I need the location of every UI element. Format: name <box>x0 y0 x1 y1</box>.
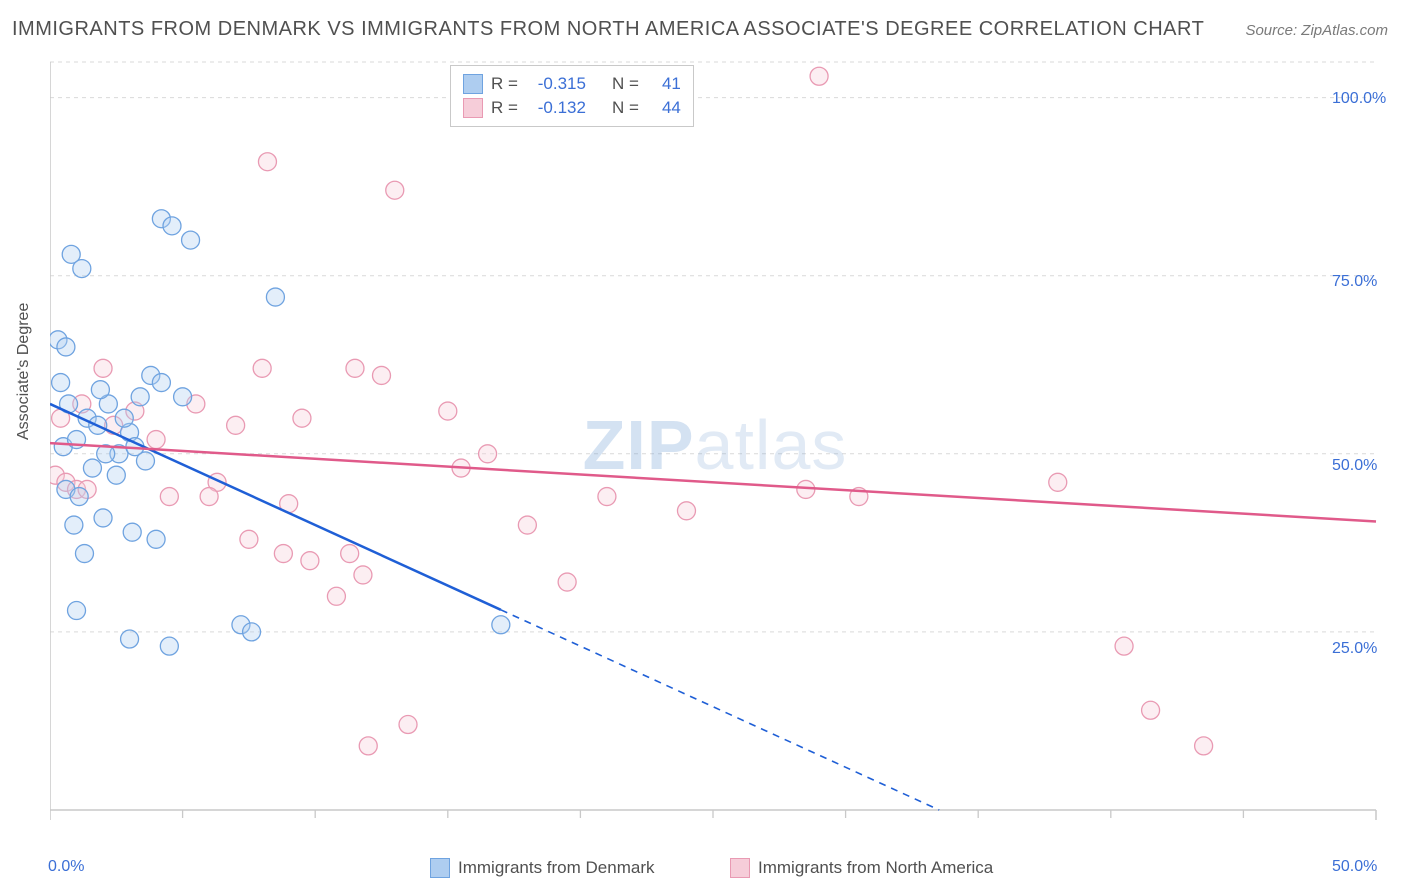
x-tick-0: 0.0% <box>48 858 84 876</box>
legend-swatch-denmark <box>430 858 450 878</box>
x-tick-50: 50.0% <box>1332 858 1377 876</box>
stats-n-denmark: 41 <box>647 72 681 96</box>
stats-n-north-america: 44 <box>647 96 681 120</box>
legend-denmark: Immigrants from Denmark <box>430 858 654 878</box>
stats-n-label: N = <box>612 72 639 96</box>
y-tick-100: 100.0% <box>1332 90 1386 108</box>
legend-north-america: Immigrants from North America <box>730 858 993 878</box>
stats-row-north-america: R = -0.132 N = 44 <box>463 96 681 120</box>
source-credit: Source: ZipAtlas.com <box>1245 22 1388 39</box>
plot-area: ZIPatlas R = -0.315 N = 41 R = -0.132 N … <box>50 60 1380 830</box>
chart-title: IMMIGRANTS FROM DENMARK VS IMMIGRANTS FR… <box>12 18 1204 41</box>
stats-n-label-2: N = <box>612 96 639 120</box>
scatter-svg <box>50 60 1380 830</box>
stats-r-label-2: R = <box>491 96 518 120</box>
y-tick-50: 50.0% <box>1332 457 1377 475</box>
y-axis-label: Associate's Degree <box>15 303 33 440</box>
stats-legend-box: R = -0.315 N = 41 R = -0.132 N = 44 <box>450 65 694 127</box>
chart-container: IMMIGRANTS FROM DENMARK VS IMMIGRANTS FR… <box>0 0 1406 892</box>
legend-swatch-north-america <box>730 858 750 878</box>
swatch-north-america <box>463 98 483 118</box>
stats-r-denmark: -0.315 <box>526 72 586 96</box>
stats-r-label: R = <box>491 72 518 96</box>
stats-row-denmark: R = -0.315 N = 41 <box>463 72 681 96</box>
legend-label-north-america: Immigrants from North America <box>758 858 993 878</box>
stats-r-north-america: -0.132 <box>526 96 586 120</box>
legend-label-denmark: Immigrants from Denmark <box>458 858 654 878</box>
y-tick-75: 75.0% <box>1332 273 1377 291</box>
y-tick-25: 25.0% <box>1332 640 1377 658</box>
swatch-denmark <box>463 74 483 94</box>
